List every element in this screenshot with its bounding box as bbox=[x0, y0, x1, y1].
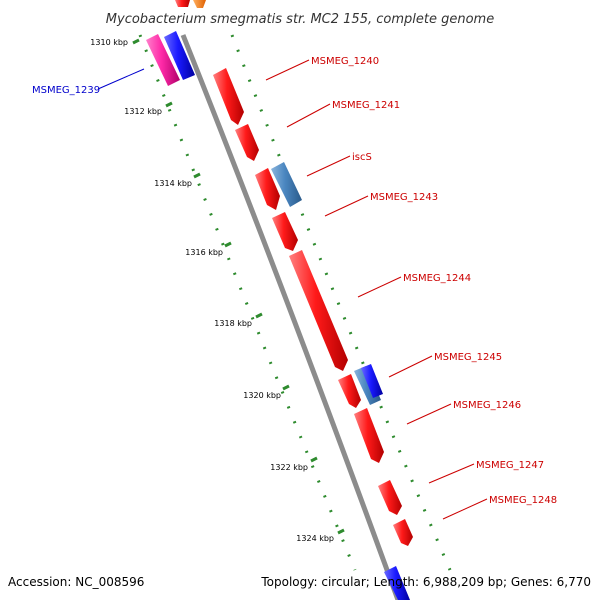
gene-blue-1[interactable] bbox=[164, 31, 195, 80]
tick-label: 1324 kbp bbox=[296, 534, 334, 543]
gene-feature-partial[interactable] bbox=[193, 0, 206, 8]
gene-msmeg-1245b[interactable] bbox=[361, 364, 383, 398]
genome-summary: Topology: circular; Length: 6,988,209 bp… bbox=[260, 575, 591, 589]
gene-msmeg-1247[interactable] bbox=[378, 480, 402, 515]
gene-label-msmeg-1245[interactable]: MSMEG_1245 bbox=[434, 352, 502, 363]
gene-label-msmeg-1240[interactable]: MSMEG_1240 bbox=[311, 56, 379, 67]
gene-iscs[interactable] bbox=[271, 162, 302, 207]
tick-label: 1320 kbp bbox=[243, 391, 281, 400]
tick-label: 1316 kbp bbox=[185, 248, 223, 257]
outer-ruler bbox=[230, 34, 452, 571]
gene-label-iscs[interactable]: iscS bbox=[352, 152, 372, 163]
gene-labels: MSMEG_1239 MSMEG_1240 MSMEG_1241 iscS MS… bbox=[32, 56, 557, 506]
tick-label: 1310 kbp bbox=[90, 38, 128, 47]
gene-label-msmeg-1241[interactable]: MSMEG_1241 bbox=[332, 100, 400, 111]
gene-label-msmeg-1247[interactable]: MSMEG_1247 bbox=[476, 460, 544, 471]
label-leaders bbox=[97, 59, 488, 520]
tick-label: 1322 kbp bbox=[270, 463, 308, 472]
ruler-ticks bbox=[132, 38, 345, 535]
gene-msmeg-1243[interactable] bbox=[272, 212, 298, 251]
gene-msmeg-1245c[interactable] bbox=[338, 374, 361, 408]
gene-label-msmeg-1239[interactable]: MSMEG_1239 bbox=[32, 85, 100, 96]
tick-label: 1312 kbp bbox=[124, 107, 162, 116]
gene-msmeg-1246[interactable] bbox=[354, 408, 384, 463]
gene-msmeg-1241[interactable] bbox=[235, 124, 259, 161]
gene-msmeg-1244[interactable] bbox=[289, 250, 348, 371]
gene-feature-partial[interactable] bbox=[175, 0, 190, 7]
gene-feature-partial[interactable] bbox=[384, 566, 410, 600]
accession-label: Accession: NC_008596 bbox=[8, 575, 144, 589]
gene-label-msmeg-1246[interactable]: MSMEG_1246 bbox=[453, 400, 521, 411]
tick-label: 1314 kbp bbox=[154, 179, 192, 188]
gene-msmeg-1248[interactable] bbox=[393, 519, 413, 546]
tick-label: 1318 kbp bbox=[214, 319, 252, 328]
gene-msmeg-1240[interactable] bbox=[213, 68, 244, 125]
map-title: Mycobacterium smegmatis str. MC2 155, co… bbox=[106, 12, 494, 27]
gene-msmeg-1239[interactable] bbox=[146, 34, 180, 86]
gene-label-msmeg-1248[interactable]: MSMEG_1248 bbox=[489, 495, 557, 506]
gene-label-msmeg-1243[interactable]: MSMEG_1243 bbox=[370, 192, 438, 203]
gene-label-msmeg-1244[interactable]: MSMEG_1244 bbox=[403, 273, 471, 284]
genome-backbone bbox=[180, 34, 401, 600]
gene-msmeg-1243a[interactable] bbox=[255, 168, 280, 210]
gene-features[interactable] bbox=[146, 0, 413, 600]
ruler-tick-labels: 1310 kbp 1312 kbp 1314 kbp 1316 kbp 1318… bbox=[90, 38, 334, 543]
